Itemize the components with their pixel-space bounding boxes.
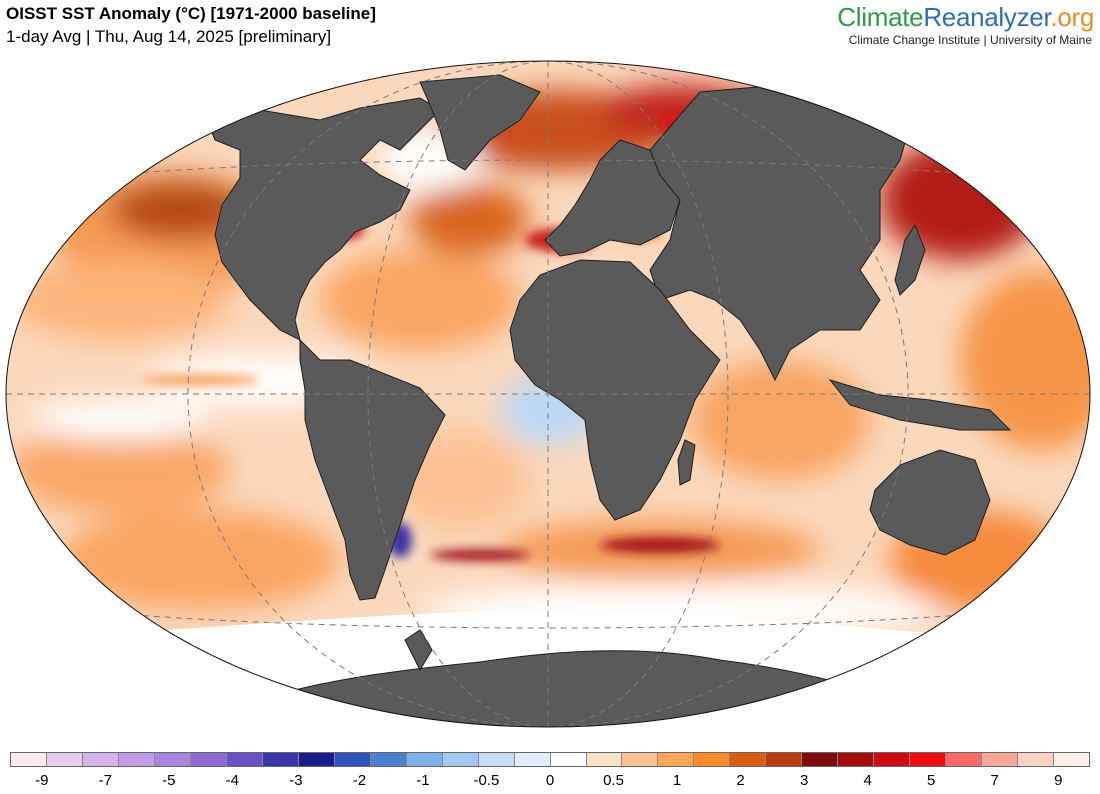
colorbar-tick-label: 9 <box>1054 772 1063 789</box>
colorbar-tick-label: 7 <box>990 772 999 789</box>
land-japan <box>894 223 926 296</box>
colorbar-tick-label: -9 <box>35 772 49 789</box>
graticule-meridian <box>187 61 909 727</box>
land-indonesia <box>828 379 1012 431</box>
brand-logo-part-org: .org <box>1050 2 1094 32</box>
colorbar-tick-label: 0.5 <box>603 772 624 789</box>
colorbar-tick-label: 1 <box>672 772 682 789</box>
colorbar-swatch <box>154 753 191 766</box>
graticule <box>6 61 1090 727</box>
colorbar-swatch <box>118 753 155 766</box>
colorbar-tick-label: 4 <box>863 772 872 789</box>
colorbar-tick-label: -0.5 <box>473 772 500 789</box>
brand-logo-part-climate: Climate <box>837 2 924 32</box>
colorbar-swatch <box>46 753 83 766</box>
colorbar-tick-label: -4 <box>225 772 240 789</box>
map-subtitle: 1-day Avg | Thu, Aug 14, 2025 [prelimina… <box>6 27 332 46</box>
world-map <box>5 60 1091 728</box>
colorbar-labels: -9 -7 -5 -4 -3 -2 -1 -0.5 0 0.5 1 2 3 4 5 7 9 <box>10 772 1090 792</box>
map-title: OISST SST Anomaly (°C) [1971-2000 baseli… <box>6 4 376 23</box>
brand-logo-part-reanalyzer: Reanalyzer <box>923 2 1051 32</box>
colorbar-swatch <box>730 753 767 766</box>
colorbar-tick-label: -3 <box>289 772 303 789</box>
colorbar-swatch <box>910 753 947 766</box>
colorbar-tick-label: 5 <box>927 772 936 789</box>
land <box>204 74 1012 727</box>
land-antarctic-peninsula <box>404 629 433 672</box>
colorbar-swatch <box>406 753 443 766</box>
colorbar-swatch <box>82 753 119 766</box>
colorbar-swatch <box>802 753 839 766</box>
graticule-parallel-south <box>109 612 986 629</box>
colorbar-swatch <box>586 753 623 766</box>
colorbar-tick-label: -7 <box>98 772 112 789</box>
colorbar-swatch <box>982 753 1019 766</box>
colorbar-swatch <box>478 753 515 766</box>
colorbar-tick-label: 3 <box>799 772 809 789</box>
colorbar-swatch <box>334 753 371 766</box>
colorbar-swatch <box>442 753 479 766</box>
colorbar-tick-label: 0 <box>545 772 555 789</box>
graticule-parallel-north <box>109 159 986 176</box>
land-australia <box>869 449 991 556</box>
colorbar-swatch <box>1018 753 1055 766</box>
colorbar-tick-label: -2 <box>352 772 367 789</box>
colorbar-tick-label: -1 <box>416 772 430 789</box>
globe <box>6 61 1090 727</box>
brand-subtitle: Climate Change Institute | University of… <box>848 33 1092 47</box>
colorbar-swatch <box>1054 753 1090 766</box>
land-south-america <box>299 338 446 601</box>
land-africa <box>509 259 721 521</box>
colorbar-swatch <box>766 753 803 766</box>
colorbar-swatch <box>11 753 47 766</box>
colorbar-swatch <box>694 753 731 766</box>
colorbar-swatch <box>622 753 659 766</box>
colorbar-swatch <box>550 753 587 766</box>
globe-outline <box>5 60 1091 728</box>
colorbar-swatch <box>838 753 875 766</box>
colorbar-swatch <box>262 753 299 766</box>
graticule-meridian <box>367 61 729 727</box>
colorbar-swatch <box>514 753 551 766</box>
colorbar-swatch <box>190 753 227 766</box>
colorbar-tick-label: -5 <box>162 772 176 789</box>
colorbar-swatch <box>370 753 407 766</box>
colorbar-swatch <box>226 753 263 766</box>
land-greenland <box>419 74 541 171</box>
colorbar <box>10 752 1090 767</box>
brand-logo[interactable]: ClimateReanalyzer.org <box>837 2 1094 33</box>
colorbar-swatch <box>658 753 695 766</box>
colorbar-swatch <box>298 753 335 766</box>
colorbar-tick-label: 2 <box>736 772 745 789</box>
colorbar-swatch <box>874 753 911 766</box>
colorbar-swatch <box>946 753 983 766</box>
land-madagascar <box>677 439 696 486</box>
